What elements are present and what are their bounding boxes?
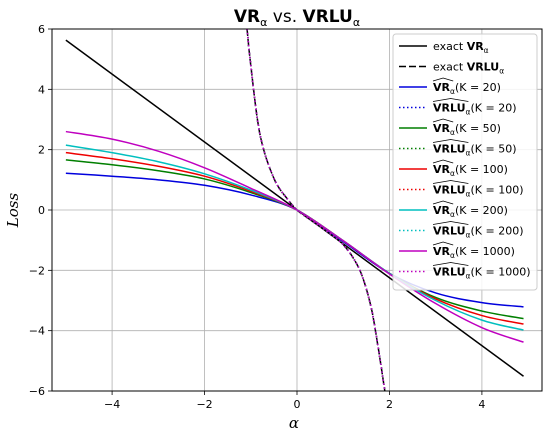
legend-prefix: exact bbox=[433, 61, 467, 74]
legend-entry-exact-vrlu: exact VRLUα bbox=[433, 61, 504, 76]
y-tick-label: −6 bbox=[29, 385, 45, 398]
legend-subscript: α bbox=[450, 251, 455, 260]
legend-symbol: VRLU bbox=[467, 61, 500, 74]
legend-symbol: VR bbox=[433, 204, 451, 217]
legend-prefix: exact bbox=[433, 40, 467, 53]
legend-entry-vrlu-50: VRLUα(K = 50) bbox=[433, 143, 517, 158]
legend-hat-mark bbox=[432, 159, 454, 164]
legend-subscript: α bbox=[466, 149, 471, 158]
legend-entry-vrlu-100: VRLUα(K = 100) bbox=[433, 184, 524, 199]
legend-hat-mark bbox=[432, 221, 469, 225]
y-tick-label: 4 bbox=[38, 83, 45, 96]
legend-symbol: VR bbox=[467, 40, 485, 53]
legend-hat-mark bbox=[432, 118, 454, 123]
chart-title: VRα vs. VRLUα bbox=[234, 7, 360, 29]
legend-symbol: VRLU bbox=[433, 266, 466, 279]
x-tick-label: 0 bbox=[294, 398, 301, 411]
title-vrlu: VRLU bbox=[303, 7, 353, 27]
legend-symbol: VR bbox=[433, 81, 451, 94]
legend-entry-vr-20: VRα(K = 20) bbox=[433, 81, 501, 96]
legend-suffix: (K = 1000) bbox=[455, 245, 515, 258]
y-axis-label: Loss bbox=[4, 193, 22, 229]
legend-suffix: (K = 20) bbox=[471, 102, 517, 115]
x-axis-label: α bbox=[289, 414, 299, 432]
legend-subscript: α bbox=[450, 128, 455, 137]
legend-entry-vr-200: VRα(K = 200) bbox=[433, 204, 508, 219]
legend-subscript: α bbox=[466, 108, 471, 117]
series-lines bbox=[65, 29, 524, 391]
y-tick-label: 6 bbox=[38, 23, 45, 36]
legend-entry-vrlu-1000: VRLUα(K = 1000) bbox=[433, 266, 531, 281]
legend-subscript: α bbox=[450, 87, 455, 96]
y-tick-label: 0 bbox=[38, 204, 45, 217]
legend-suffix: (K = 1000) bbox=[471, 266, 531, 279]
legend-entry-vr-50: VRα(K = 50) bbox=[433, 122, 501, 137]
legend-hat-mark bbox=[432, 98, 469, 102]
legend-entry-vr-100: VRα(K = 100) bbox=[433, 163, 508, 178]
legend-suffix: (K = 100) bbox=[455, 163, 508, 176]
legend-entry-exact-vr: exact VRα bbox=[433, 40, 489, 55]
y-tick-label: −4 bbox=[29, 325, 45, 338]
x-tick-label: −4 bbox=[104, 398, 120, 411]
x-tick-label: 2 bbox=[386, 398, 393, 411]
y-tick-label: 2 bbox=[38, 144, 45, 157]
legend-suffix: (K = 50) bbox=[471, 143, 517, 156]
legend-symbol: VR bbox=[433, 245, 451, 258]
legend-subscript: α bbox=[466, 272, 471, 281]
ticks: −4 −2 0 2 4 −6 −4 −2 0 2 4 6 bbox=[29, 23, 486, 411]
legend-entry-vrlu-200: VRLUα(K = 200) bbox=[433, 225, 524, 240]
legend-hat-mark bbox=[432, 262, 469, 266]
title-vr-sub: α bbox=[260, 16, 267, 29]
legend-symbol: VRLU bbox=[433, 225, 466, 238]
legend-subscript: α bbox=[450, 210, 455, 219]
x-tick-label: 4 bbox=[478, 398, 485, 411]
legend-subscript: α bbox=[466, 190, 471, 199]
x-tick-label: −2 bbox=[196, 398, 212, 411]
legend-suffix: (K = 200) bbox=[471, 225, 524, 238]
legend-suffix: (K = 100) bbox=[471, 184, 524, 197]
title-vrlu-sub: α bbox=[353, 16, 360, 29]
legend-subscript: α bbox=[484, 46, 489, 55]
legend-hat-mark bbox=[432, 241, 454, 246]
legend-suffix: (K = 50) bbox=[455, 122, 501, 135]
legend-subscript: α bbox=[450, 169, 455, 178]
title-vs: vs. bbox=[267, 7, 302, 27]
legend-hat-mark bbox=[432, 180, 469, 184]
legend-entry-vrlu-20: VRLUα(K = 20) bbox=[433, 102, 517, 117]
legend-symbol: VRLU bbox=[433, 143, 466, 156]
title-vr: VR bbox=[234, 7, 260, 27]
legend-entry-vr-1000: VRα(K = 1000) bbox=[433, 245, 515, 260]
legend-suffix: (K = 20) bbox=[455, 81, 501, 94]
y-tick-label: −2 bbox=[29, 264, 45, 277]
legend-symbol: VRLU bbox=[433, 184, 466, 197]
legend-hat-mark bbox=[432, 139, 469, 143]
legend-subscript: α bbox=[499, 67, 504, 76]
legend-subscript: α bbox=[466, 231, 471, 240]
legend-box bbox=[392, 33, 538, 291]
legend-symbol: VR bbox=[433, 122, 451, 135]
series-line-vr-1000 bbox=[65, 130, 524, 343]
series-line-vrlu-1000 bbox=[246, 29, 386, 391]
legend-hat-mark bbox=[432, 77, 454, 82]
legend-symbol: VR bbox=[433, 163, 451, 176]
legend-hat-mark bbox=[432, 200, 454, 205]
legend-symbol: VRLU bbox=[433, 102, 466, 115]
legend-suffix: (K = 200) bbox=[455, 204, 508, 217]
